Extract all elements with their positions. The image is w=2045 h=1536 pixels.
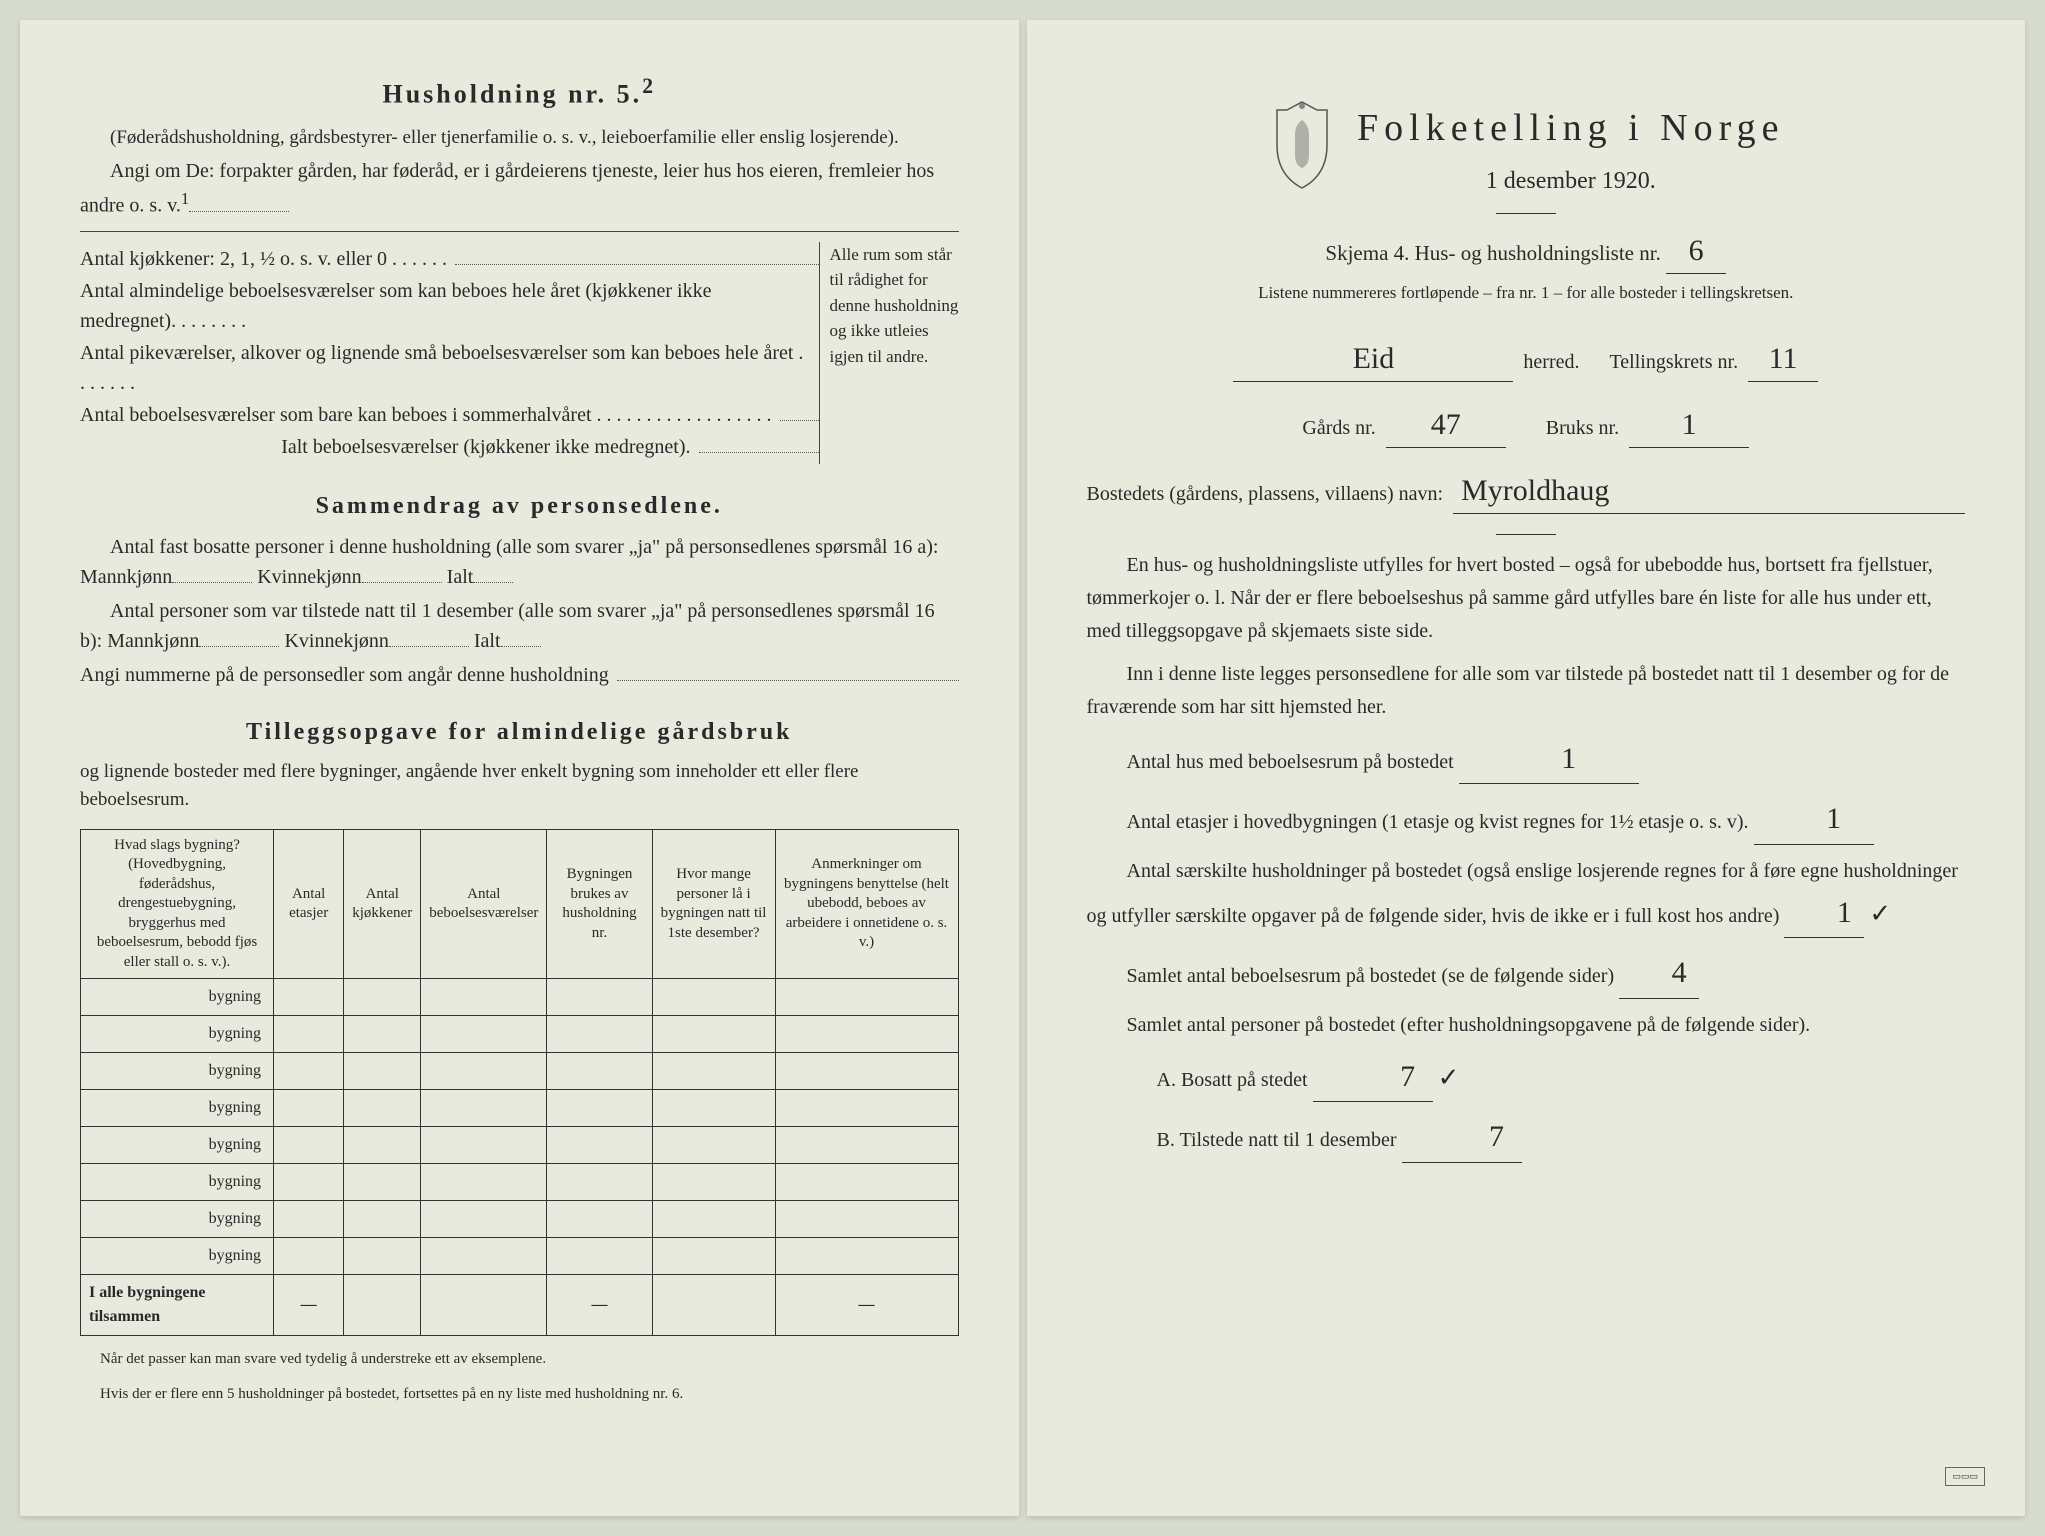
header-row: Folketelling i Norge 1 desember 1920.: [1087, 100, 1966, 199]
ialt-line: Ialt beboelsesværelser (kjøkkener ikke m…: [80, 432, 819, 462]
sammendrag-p2: Antal personer som var tilstede natt til…: [80, 596, 959, 656]
q3-check: ✓: [1869, 899, 1891, 928]
q2-value: 1: [1754, 794, 1874, 845]
q3-row: Antal særskilte husholdninger på bostede…: [1087, 855, 1966, 939]
th-6: Anmerkninger om bygningens benyttelse (h…: [775, 829, 958, 979]
herred-value: Eid: [1233, 336, 1513, 382]
listene-note: Listene nummereres fortløpende – fra nr.…: [1087, 280, 1966, 306]
printer-mark: ▭▭▭: [1945, 1467, 1985, 1487]
skjema-line: Skjema 4. Hus- og husholdningsliste nr. …: [1087, 228, 1966, 274]
bosted-value: Myroldhaug: [1453, 468, 1965, 514]
tillegg-sub: og lignende bosteder med flere bygninger…: [80, 758, 959, 815]
right-page: Folketelling i Norge 1 desember 1920. Sk…: [1027, 20, 2026, 1516]
th-3: Antal beboelsesværelser: [421, 829, 547, 979]
bosted-label: Bostedets (gårdens, plassens, villaens) …: [1087, 479, 1444, 509]
table-row: bygning: [81, 1164, 959, 1201]
table-row: bygning: [81, 1053, 959, 1090]
q5-label: Samlet antal personer på bostedet (efter…: [1087, 1009, 1966, 1042]
table-header-row: Hvad slags bygning? (Hovedbygning, føder…: [81, 829, 959, 979]
herred-label: herred.: [1523, 347, 1579, 377]
th-2: Antal kjøkkener: [344, 829, 421, 979]
kjokkener-line: Antal kjøkkener: 2, 1, ½ o. s. v. eller …: [80, 244, 819, 274]
left-page: Husholdning nr. 5.2 (Føderådshusholdning…: [20, 20, 1019, 1516]
coat-of-arms-icon: [1267, 100, 1337, 190]
tillegg-table: Hvad slags bygning? (Hovedbygning, føder…: [80, 829, 959, 1337]
date-line: 1 desember 1920.: [1357, 163, 1785, 199]
q1-value: 1: [1459, 734, 1639, 785]
tillegg-title: Tilleggsopgave for almindelige gårdsbruk: [80, 714, 959, 750]
rooms-group: Antal kjøkkener: 2, 1, ½ o. s. v. eller …: [80, 242, 959, 464]
table-row: bygning: [81, 1127, 959, 1164]
table-row: bygning: [81, 1090, 959, 1127]
q4-row: Samlet antal beboelsesrum på bostedet (s…: [1087, 948, 1966, 999]
angi-line: Angi nummerne på de personsedler som ang…: [80, 660, 959, 690]
sammendrag-title: Sammendrag av personsedlene.: [80, 488, 959, 524]
table-row: bygning: [81, 1238, 959, 1275]
qa-row: A. Bosatt på stedet 7 ✓: [1087, 1052, 1966, 1103]
q4-value: 4: [1619, 948, 1699, 999]
footnote-2: Hvis der er flere enn 5 husholdninger på…: [80, 1383, 959, 1406]
footnote-1: Når det passer kan man svare ved tydelig…: [80, 1348, 959, 1371]
room-row-0: Antal almindelige beboelsesværelser som …: [80, 276, 819, 336]
krets-value: 11: [1748, 336, 1818, 382]
divider-2: [1496, 534, 1556, 535]
gards-value: 47: [1386, 402, 1506, 448]
qa-check: ✓: [1438, 1063, 1460, 1092]
bruks-value: 1: [1629, 402, 1749, 448]
instruction-p2: Inn i denne liste legges personsedlene f…: [1087, 658, 1966, 724]
husholdning-title: Husholdning nr. 5.2: [80, 70, 959, 114]
sammendrag-p1: Antal fast bosatte personer i denne hush…: [80, 532, 959, 592]
table-row: bygning: [81, 1201, 959, 1238]
q3-value: 1: [1784, 888, 1864, 939]
instruction-p1: En hus- og husholdningsliste utfylles fo…: [1087, 549, 1966, 648]
q1-row: Antal hus med beboelsesrum på bostedet 1: [1087, 734, 1966, 785]
herred-row: Eid herred. Tellingskrets nr. 11: [1087, 336, 1966, 382]
th-4: Bygningen brukes av husholdning nr.: [547, 829, 652, 979]
gards-row: Gårds nr. 47 Bruks nr. 1: [1087, 402, 1966, 448]
sum-row: I alle bygningene tilsammen — — —: [81, 1275, 959, 1336]
bracket-note: Alle rum som står til rådighet for denne…: [819, 242, 959, 464]
husholdning-sub1: (Føderådshusholdning, gårdsbestyrer- ell…: [80, 124, 959, 153]
th-1: Antal etasjer: [274, 829, 344, 979]
room-row-2: Antal beboelsesværelser som bare kan beb…: [80, 400, 819, 430]
q2-row: Antal etasjer i hovedbygningen (1 etasje…: [1087, 794, 1966, 845]
document-spread: Husholdning nr. 5.2 (Føderådshusholdning…: [20, 20, 2025, 1516]
main-title: Folketelling i Norge: [1357, 100, 1785, 157]
gards-label: Gårds nr.: [1302, 413, 1375, 443]
room-row-1: Antal pikeværelser, alkover og lignende …: [80, 338, 819, 398]
bosted-row: Bostedets (gårdens, plassens, villaens) …: [1087, 468, 1966, 514]
krets-label: Tellingskrets nr.: [1609, 347, 1738, 377]
liste-nr-value: 6: [1666, 228, 1726, 274]
qb-row: B. Tilstede natt til 1 desember 7: [1087, 1112, 1966, 1163]
th-0: Hvad slags bygning? (Hovedbygning, føder…: [81, 829, 274, 979]
qb-value: 7: [1402, 1112, 1522, 1163]
th-5: Hvor mange personer lå i bygningen natt …: [652, 829, 775, 979]
bruks-label: Bruks nr.: [1546, 413, 1619, 443]
table-row: bygning: [81, 979, 959, 1016]
table-row: bygning: [81, 1016, 959, 1053]
qa-value: 7: [1313, 1052, 1433, 1103]
divider: [1496, 213, 1556, 214]
husholdning-sub2: Angi om De: forpakter gården, har føderå…: [80, 156, 959, 221]
